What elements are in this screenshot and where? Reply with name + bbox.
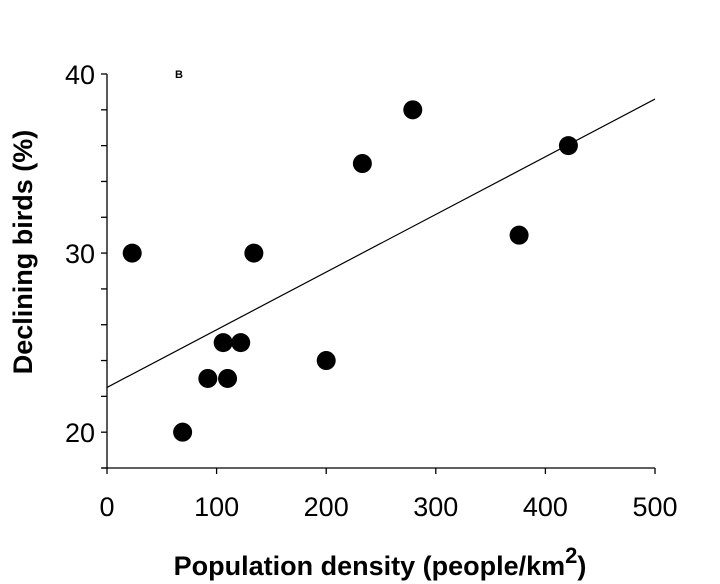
data-point <box>122 243 142 263</box>
panel-label: B <box>175 69 183 81</box>
data-point <box>231 333 251 353</box>
data-point <box>558 136 578 156</box>
data-point <box>198 368 218 388</box>
x-axis-title: Population density (people/km2) <box>174 543 587 581</box>
y-tick-label: 20 <box>65 418 95 448</box>
data-point <box>316 351 336 371</box>
x-tick-label: 200 <box>304 492 349 522</box>
data-point <box>218 368 238 388</box>
data-point <box>403 100 423 120</box>
x-tick-label: 500 <box>632 492 677 522</box>
data-point <box>509 225 529 245</box>
y-tick-label: 40 <box>65 60 95 90</box>
x-tick-label: 300 <box>413 492 458 522</box>
x-tick-label: 0 <box>99 492 114 522</box>
data-point <box>244 243 264 263</box>
data-point <box>213 333 233 353</box>
x-tick-label: 400 <box>523 492 568 522</box>
data-point <box>173 422 193 442</box>
y-tick-label: 30 <box>65 239 95 269</box>
x-axis-title-superscript: 2 <box>565 543 577 568</box>
y-axis-title: Declining birds (%) <box>8 130 38 375</box>
x-tick-label: 100 <box>194 492 239 522</box>
data-point <box>352 154 372 174</box>
